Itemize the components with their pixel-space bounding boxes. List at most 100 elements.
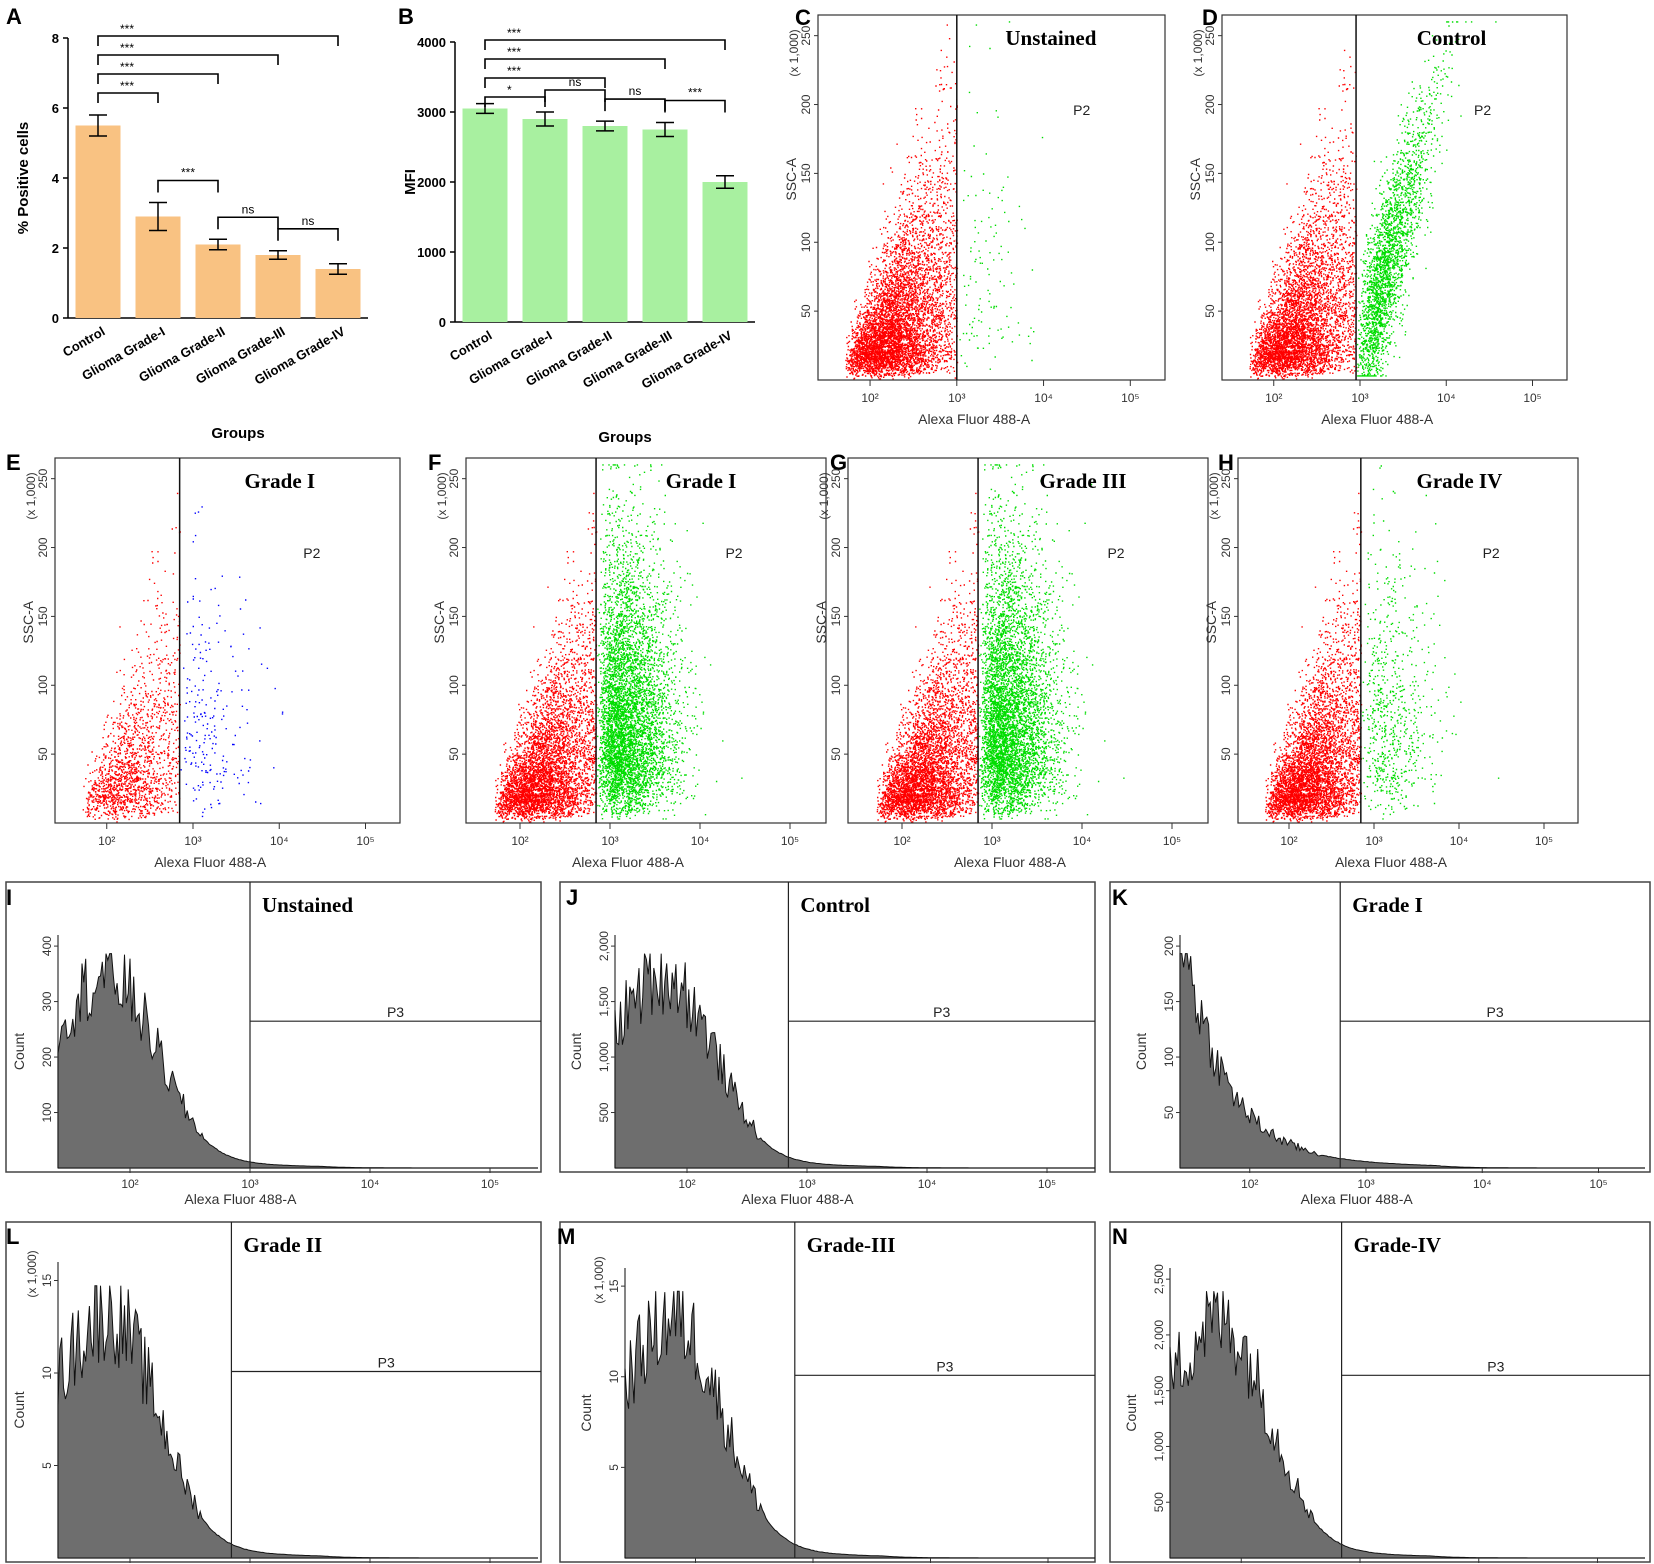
y-axis-label: MFI	[402, 169, 419, 195]
y-tick-label: 50	[829, 747, 843, 761]
x-tick-label: 10⁵	[481, 1177, 499, 1191]
significance-label: *	[507, 83, 512, 97]
plot-frame	[817, 14, 1166, 381]
scatter-plot-D: D 50 100 150 200 250(x 1,000) SSC-A 10² 10³ 10⁴ 10…	[1187, 5, 1568, 427]
x-axis-label: Alexa Fluor 488-A	[154, 854, 267, 870]
scatter-points	[876, 458, 1125, 823]
panel-title: Grade I	[1352, 893, 1423, 917]
panel-letter-H: H	[1218, 450, 1234, 475]
x-tick-label: 10⁵	[1523, 391, 1541, 405]
significance-bracket	[97, 54, 279, 65]
plot-frame	[847, 457, 1209, 824]
y-tick-label: 200	[799, 94, 813, 114]
panel-title: Grade I	[245, 469, 316, 493]
significance-bracket	[277, 228, 339, 241]
histogram-J: J P3 Control 500 1,000 1,500 2,000 Count 10² 10³ 1…	[559, 881, 1096, 1207]
y-tick-label: 6	[52, 101, 59, 116]
panel-letter-A: A	[6, 4, 22, 29]
y-axis-label: Count	[578, 1394, 594, 1431]
significance-label: ***	[181, 166, 195, 180]
x-axis-label: Groups	[211, 425, 264, 442]
x-tick-label: 10³	[1365, 834, 1382, 848]
significance-label: ***	[507, 64, 521, 78]
significance-label: ***	[120, 41, 134, 55]
panel-letter-J: J	[566, 885, 578, 910]
x-axis-label: Alexa Fluor 488-A	[1335, 854, 1448, 870]
x-tick-label: 10⁴	[691, 834, 710, 848]
y-tick-label: 150	[829, 606, 843, 626]
y-tick-label: 300	[40, 991, 54, 1011]
y-tick-label: 500	[1152, 1492, 1166, 1512]
y-axis-label: Count	[568, 1033, 584, 1070]
y-tick-label: 200	[829, 537, 843, 557]
y-scale-label: (x 1,000)	[25, 1250, 39, 1297]
y-scale-label: (x 1,000)	[592, 1256, 606, 1303]
positive-events	[1356, 21, 1497, 377]
y-tick-label: 250	[36, 468, 50, 488]
y-tick-label: 150	[36, 606, 50, 626]
x-tick-label: 10⁵	[356, 834, 374, 848]
x-axis-label: Alexa Fluor 488-A	[1321, 411, 1434, 427]
gate-label: P3	[387, 1004, 404, 1020]
y-tick-label: 3000	[417, 105, 446, 120]
y-tick-label: 2	[52, 241, 59, 256]
y-tick-label: 8	[52, 31, 59, 46]
y-tick-label: 0	[52, 311, 59, 326]
plot-frame	[1237, 457, 1579, 824]
x-tick-label: 10⁴	[1073, 834, 1092, 848]
scatter-points	[1265, 458, 1500, 823]
x-tick-label: 10⁴	[1437, 391, 1456, 405]
scatter-points	[845, 15, 1044, 380]
panel-title: Grade-IV	[1354, 1233, 1442, 1257]
y-axis-label: SSC-A	[1203, 600, 1219, 643]
y-tick-label: 200	[447, 537, 461, 557]
x-tick-label: 10²	[861, 391, 878, 405]
x-tick-label: 10³	[184, 834, 201, 848]
bar	[135, 216, 181, 318]
x-tick-label: 10⁴	[918, 1177, 937, 1191]
gate-label: P2	[1474, 102, 1491, 118]
y-tick-label: 15	[607, 1279, 621, 1293]
x-tick-label: 10³	[241, 1177, 258, 1191]
significance-label: ns	[569, 75, 582, 89]
y-tick-label: 1,500	[597, 986, 611, 1016]
y-tick-label: 10	[607, 1370, 621, 1384]
gate-label: P2	[1073, 102, 1090, 118]
gate-label: P3	[933, 1004, 950, 1020]
scatter-plot-C: C 50 100 150 200 250(x 1,000) SSC-A 10² 10³ 10⁴ 10…	[783, 5, 1166, 427]
x-axis-label: Alexa Fluor 488-A	[918, 411, 1031, 427]
gate-label: P2	[303, 545, 320, 561]
y-tick-label: 150	[447, 606, 461, 626]
significance-bracket	[157, 179, 219, 193]
negative-events	[876, 458, 980, 823]
significance-bracket	[544, 89, 606, 102]
y-tick-label: 1,000	[1152, 1431, 1166, 1461]
y-axis-label: Count	[1133, 1033, 1149, 1070]
significance-label: ***	[120, 22, 134, 36]
y-tick-label: 250	[799, 25, 813, 45]
panel-title: Unstained	[262, 893, 353, 917]
x-tick-label: 10²	[511, 834, 528, 848]
y-axis-label: Count	[11, 1391, 27, 1428]
y-scale-label: (x 1,000)	[1207, 472, 1221, 519]
plot-frame	[54, 457, 401, 824]
significance-bracket	[484, 58, 666, 69]
x-tick-label: 10³	[601, 834, 618, 848]
y-tick-label: 50	[36, 747, 50, 761]
x-tick-label: 10⁵	[1163, 834, 1181, 848]
gate-label: P3	[1487, 1004, 1504, 1020]
x-axis-label: Groups	[598, 429, 651, 446]
x-tick-label: 10²	[1241, 1177, 1258, 1191]
y-axis-label: SSC-A	[20, 600, 36, 643]
x-tick-label: 10²	[893, 834, 910, 848]
positive-events	[597, 464, 743, 820]
x-tick-label: 10²	[1265, 391, 1282, 405]
panel-letter-N: N	[1112, 1224, 1128, 1249]
panel-letter-M: M	[557, 1224, 575, 1249]
y-tick-label: 15	[40, 1274, 54, 1288]
y-scale-label: (x 1,000)	[787, 29, 801, 76]
panel-letter-G: G	[830, 450, 847, 475]
scatter-points	[1249, 15, 1497, 380]
